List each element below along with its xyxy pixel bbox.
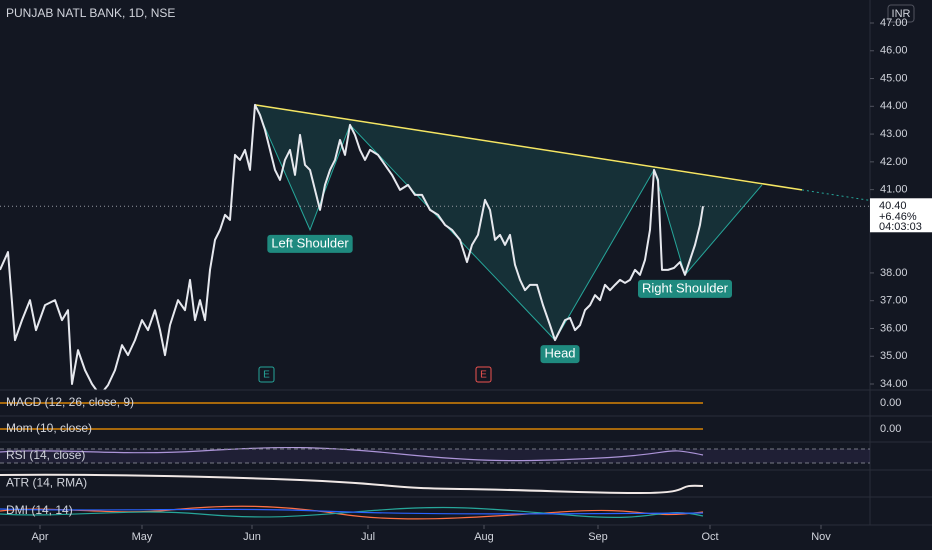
countdown: 04:03:03 (879, 221, 922, 233)
rsi-line (0, 446, 704, 462)
last-price: 40.40 (879, 200, 907, 212)
earnings-markers: E E (258, 366, 492, 383)
currency: INR (892, 8, 911, 20)
x-tick-label: May (132, 531, 153, 543)
x-tick-label: Sep (588, 531, 608, 543)
indicator-name: Mom (10, close) (6, 421, 92, 435)
y-tick-label: 46.00 (880, 45, 908, 57)
y-tick-label: 41.00 (880, 184, 908, 196)
atr-line (0, 473, 704, 495)
y-tick-label: 37.00 (880, 295, 908, 307)
y-tick-label: 35.00 (880, 350, 908, 362)
annotation: Left Shoulder (267, 234, 353, 253)
pattern-area (255, 104, 762, 341)
x-tick-label: Aug (474, 531, 494, 543)
indicator-value: 0.00 (880, 423, 901, 435)
annotation-box (638, 279, 732, 298)
dmi-adx (0, 508, 704, 515)
indicator-name: DMI (14, 14) (6, 503, 73, 517)
y-tick-label: 45.00 (880, 72, 908, 84)
x-tick-label: Nov (811, 531, 831, 543)
indicator-name: RSI (14, close) (6, 448, 85, 462)
x-tick-label: Apr (31, 531, 48, 543)
annotation-label: Right Shoulder (642, 280, 729, 295)
rsi-band (0, 449, 870, 463)
earnings-marker[interactable] (258, 366, 275, 383)
y-tick-label: 36.00 (880, 322, 908, 334)
symbol-title: PUNJAB NATL BANK, 1D, NSE (6, 6, 175, 20)
annotation-label: Head (544, 346, 575, 361)
neckline-extension (801, 189, 932, 211)
indicator-curves (0, 446, 704, 520)
y-tick-label: 34.00 (880, 378, 908, 390)
annotation-box (267, 234, 353, 253)
dmi-plus (0, 506, 704, 518)
y-tick-label: 47.00 (880, 17, 908, 29)
annotation: Right Shoulder (638, 279, 732, 298)
x-tick-label: Jul (361, 531, 375, 543)
annotation-box (540, 345, 580, 364)
x-tick-label: Jun (243, 531, 261, 543)
price-line (0, 103, 704, 390)
currency-badge[interactable] (887, 4, 915, 23)
indicator-value: 0.00 (880, 397, 901, 409)
neckline (254, 104, 803, 191)
y-tick-label: 38.00 (880, 267, 908, 279)
price-pane (0, 103, 870, 390)
last-price-box (870, 198, 932, 233)
y-tick-label: 43.00 (880, 128, 908, 140)
annotation-label: Left Shoulder (271, 235, 349, 250)
x-tick-label: Oct (701, 531, 718, 543)
indicator-name: MACD (12, 26, close, 9) (6, 395, 134, 409)
dmi-minus (0, 505, 704, 520)
annotation: Head (540, 345, 580, 364)
y-tick-label: 44.00 (880, 100, 908, 112)
price-change: +6.46% (879, 211, 917, 223)
earnings-icon: E (263, 370, 270, 381)
earnings-icon: E (480, 370, 487, 381)
y-tick-label: 42.00 (880, 156, 908, 168)
earnings-marker[interactable] (475, 366, 492, 383)
indicator-name: ATR (14, RMA) (6, 476, 87, 490)
